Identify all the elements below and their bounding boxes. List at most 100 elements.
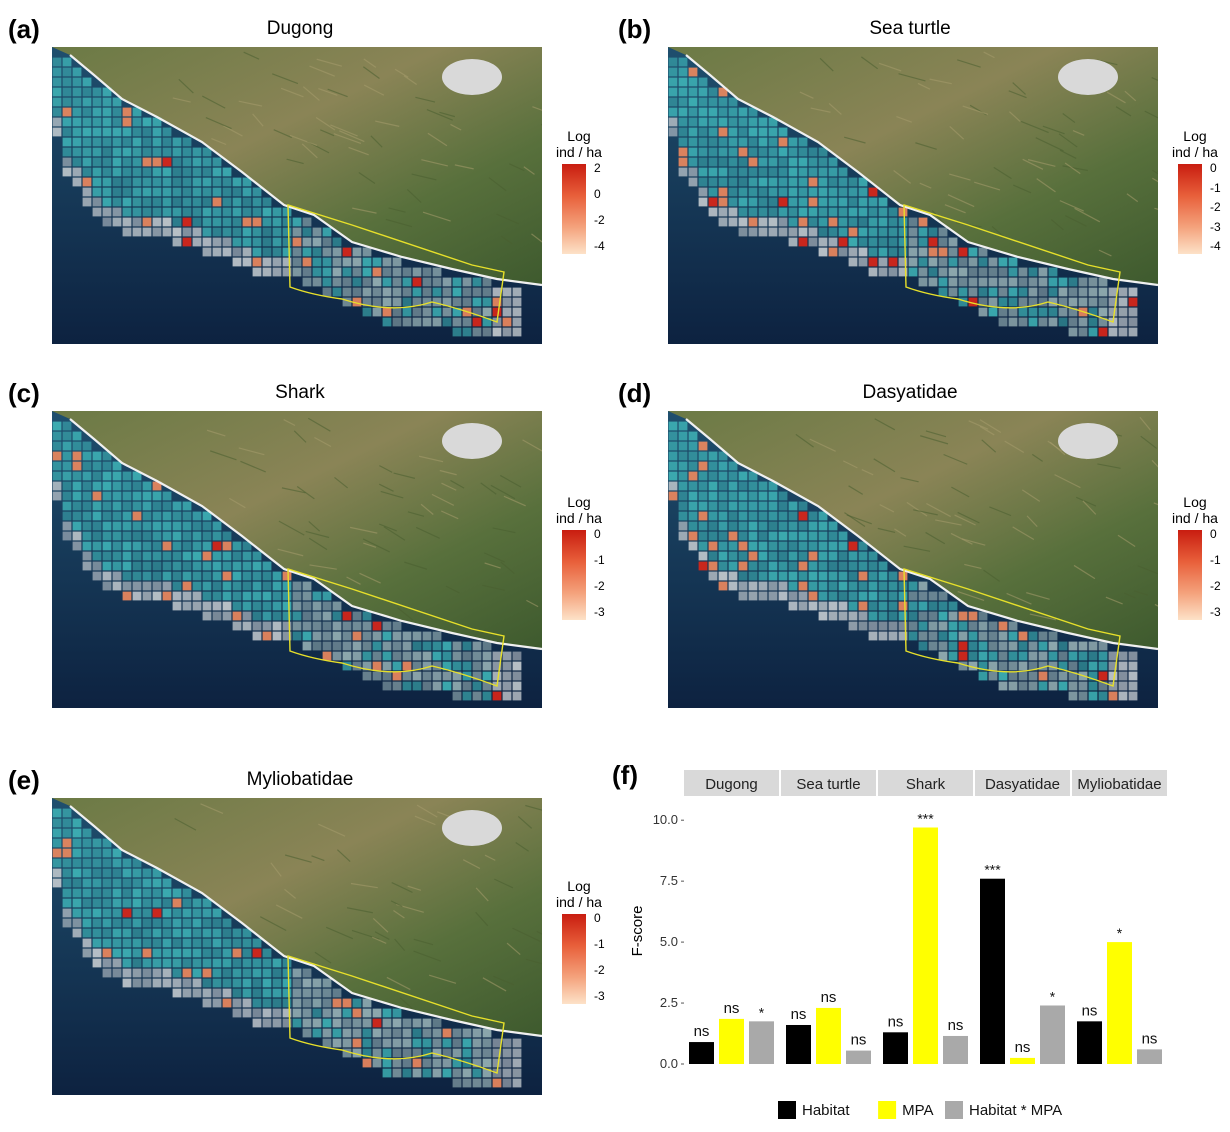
manta-ray-silhouette-icon: [442, 810, 502, 846]
panel-letter: (d): [618, 378, 652, 408]
panel-title: Myliobatidae: [246, 769, 354, 790]
significance-label: *: [1117, 925, 1123, 941]
legend-tick-label: 0: [594, 527, 601, 541]
bar-habitat-mpa: [846, 1050, 871, 1064]
panel-title: Dasyatidae: [862, 382, 958, 403]
legend-tick-label: -1: [594, 553, 605, 567]
significance-label: ns: [851, 1032, 867, 1049]
coastline: [69, 805, 542, 1038]
significance-label: ns: [1015, 1039, 1031, 1056]
significance-label: ns: [694, 1023, 710, 1040]
color-scale-legend: Log ind / ha 0 -1 -2 -3: [556, 494, 605, 620]
satellite-map: [52, 411, 542, 708]
density-grid: [52, 808, 522, 1088]
facet-strip: [684, 770, 779, 796]
significance-label: ns: [791, 1006, 807, 1023]
legend-gradient-bar: [562, 164, 586, 254]
legend-gradient-bar: [1178, 530, 1202, 620]
facet-label: Myliobatidae: [1077, 776, 1161, 793]
panel-title: Dugong: [266, 18, 334, 39]
bar-habitat: [689, 1042, 714, 1064]
legend-units: ind / ha: [1172, 144, 1218, 160]
legend-tick-label: -4: [594, 239, 605, 253]
coastline: [69, 54, 542, 287]
legend-gradient-bar: [1178, 164, 1202, 254]
legend-tick-label: -2: [594, 963, 605, 977]
y-tick-label: 2.5: [660, 995, 678, 1010]
density-grid: [52, 57, 522, 337]
facet-label: Sea turtle: [796, 776, 860, 793]
sea-turtle-silhouette-icon: [1058, 59, 1118, 95]
legend-tick-label: 0: [1210, 161, 1217, 175]
facet-label: Dugong: [705, 776, 758, 793]
y-tick-label: 0.0: [660, 1056, 678, 1071]
legend-title: Log: [1183, 128, 1207, 144]
facet-strip: [781, 770, 876, 796]
legend-label: Habitat * MPA: [969, 1102, 1062, 1119]
stingray-silhouette-icon: [1058, 423, 1118, 459]
panel-title: Sea turtle: [869, 18, 951, 39]
land-area: [668, 411, 1158, 649]
legend-tick-label: -3: [1210, 219, 1221, 234]
land-area: [52, 411, 542, 649]
bar-habitat-mpa: [749, 1021, 774, 1064]
facet-strip: [1072, 770, 1167, 796]
legend-units: ind / ha: [556, 510, 602, 526]
legend-tick-label: -3: [1210, 605, 1221, 619]
significance-label: *: [759, 1004, 765, 1020]
satellite-map: [52, 798, 542, 1095]
significance-label: ns: [724, 1000, 740, 1017]
bar-habitat: [786, 1024, 811, 1064]
legend-label: MPA: [902, 1102, 933, 1119]
significance-label: *: [1050, 988, 1056, 1004]
legend-title: Log: [567, 128, 591, 144]
legend-tick-label: -2: [1210, 579, 1221, 593]
panel-letter-f: (f): [612, 760, 638, 790]
dugong-silhouette-icon: [442, 59, 502, 95]
bar-habitat-mpa: [1040, 1005, 1065, 1064]
panel-title: Shark: [275, 382, 325, 403]
significance-label: ns: [948, 1017, 964, 1034]
legend-tick-label: -2: [594, 579, 605, 593]
legend-title: Log: [567, 878, 591, 894]
land-area: [52, 47, 542, 285]
mpa-boundary: [903, 568, 1121, 687]
legend-gradient-bar: [562, 530, 586, 620]
significance-label: ns: [1142, 1030, 1158, 1047]
mpa-boundary: [903, 204, 1121, 323]
legend-tick-label: -1: [1210, 553, 1221, 567]
legend-units: ind / ha: [556, 894, 602, 910]
satellite-map: [52, 47, 542, 344]
mpa-boundary: [287, 204, 505, 323]
legend-tick-label: 0: [594, 187, 601, 201]
legend-tick-label: -3: [594, 605, 605, 619]
significance-label: ***: [917, 811, 934, 827]
facet-label: Shark: [906, 776, 946, 793]
mpa-boundary: [287, 568, 505, 687]
color-scale-legend: Log ind / ha 0 -1 -2 -3 -4: [1172, 128, 1221, 254]
density-grid: [668, 57, 1138, 337]
color-scale-legend: Log ind / ha 0 -1 -2 -3: [556, 878, 605, 1004]
legend-tick-label: -4: [1210, 239, 1221, 253]
legend-tick-label: -2: [1210, 200, 1221, 214]
bar-habitat: [883, 1032, 908, 1064]
shark-silhouette-icon: [442, 423, 502, 459]
legend-tick-label: -1: [594, 937, 605, 951]
bar-mpa: [1010, 1057, 1035, 1064]
coastline: [685, 54, 1158, 287]
legend-tick-label: -2: [594, 213, 605, 227]
y-tick-label: 7.5: [660, 873, 678, 888]
legend-title: Log: [567, 494, 591, 510]
satellite-map: [668, 47, 1158, 344]
legend-tick-label: 0: [1210, 527, 1217, 541]
land-area: [668, 47, 1158, 285]
y-tick-label: 10.0: [653, 812, 678, 827]
legend-tick-label: -3: [594, 989, 605, 1003]
legend-units: ind / ha: [1172, 510, 1218, 526]
bar-habitat-mpa: [1137, 1049, 1162, 1064]
bar-habitat: [980, 878, 1005, 1064]
panel-letter: (c): [8, 378, 40, 408]
legend-tick-label: 0: [594, 911, 601, 925]
facet-strip: [878, 770, 973, 796]
